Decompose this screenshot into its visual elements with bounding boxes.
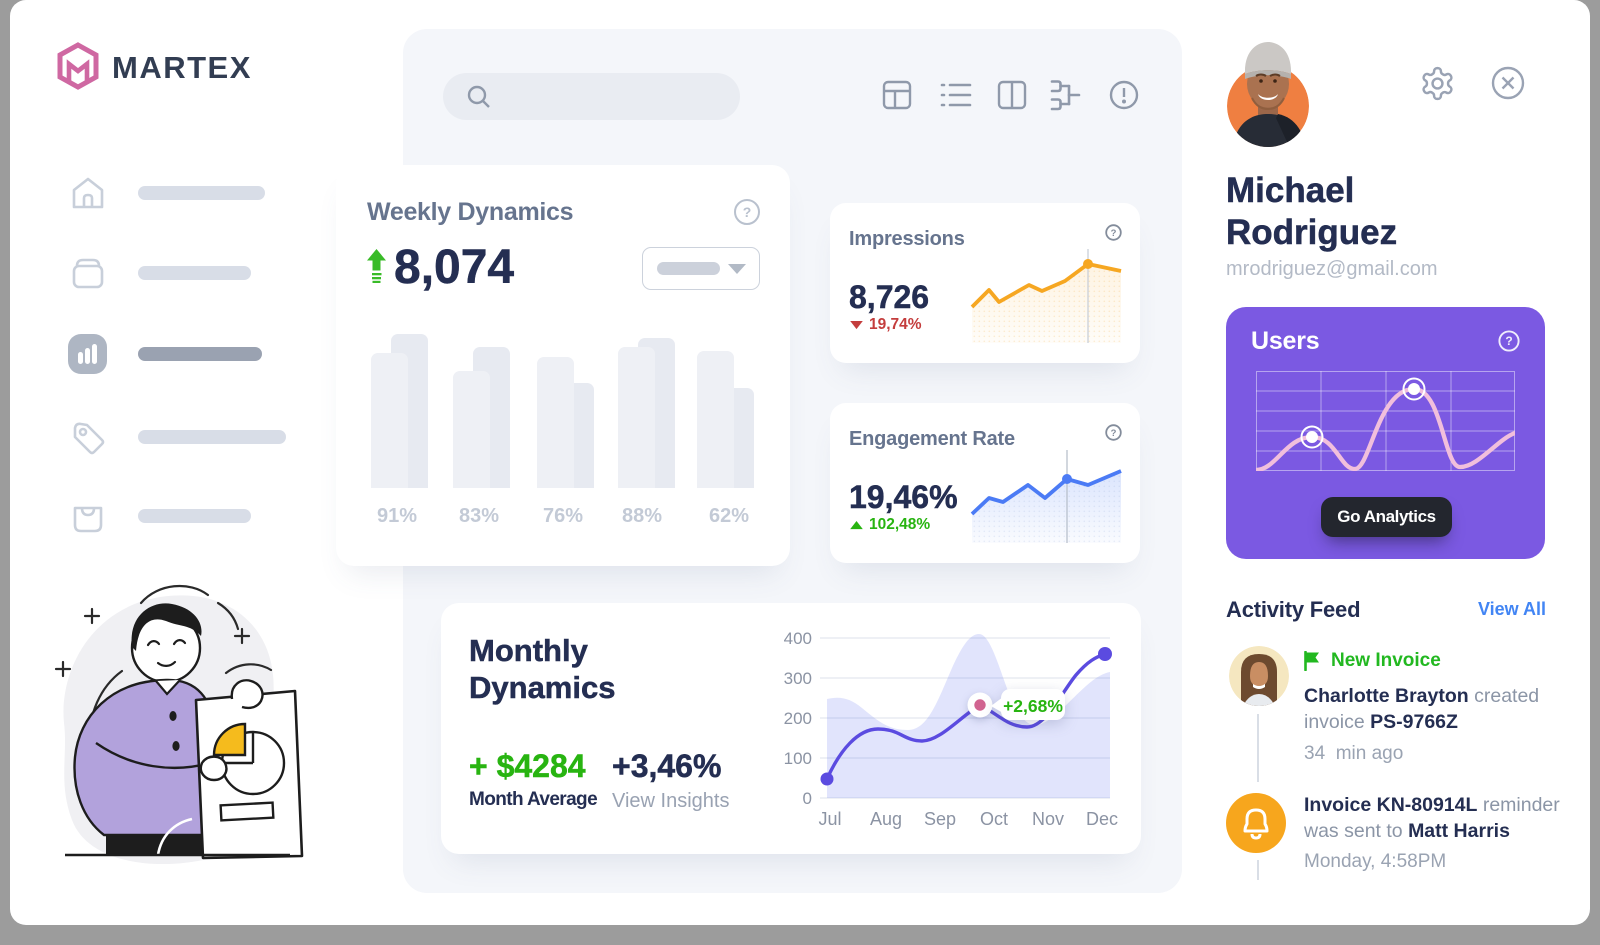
svg-text:Sep: Sep <box>924 809 956 829</box>
svg-text:Aug: Aug <box>870 809 902 829</box>
svg-text:Oct: Oct <box>980 809 1008 829</box>
svg-text:Dec: Dec <box>1086 809 1118 829</box>
svg-text:?: ? <box>743 204 752 220</box>
svg-text:0: 0 <box>803 789 812 808</box>
svg-text:200: 200 <box>784 709 812 728</box>
svg-text:Jul: Jul <box>818 809 841 829</box>
svg-text:?: ? <box>1505 334 1512 348</box>
svg-text:100: 100 <box>784 749 812 768</box>
svg-text:+2,68%: +2,68% <box>1003 696 1063 716</box>
svg-text:400: 400 <box>784 629 812 648</box>
svg-text:300: 300 <box>784 669 812 688</box>
svg-text:?: ? <box>1111 428 1117 439</box>
svg-text:?: ? <box>1111 228 1117 239</box>
svg-text:Nov: Nov <box>1032 809 1064 829</box>
